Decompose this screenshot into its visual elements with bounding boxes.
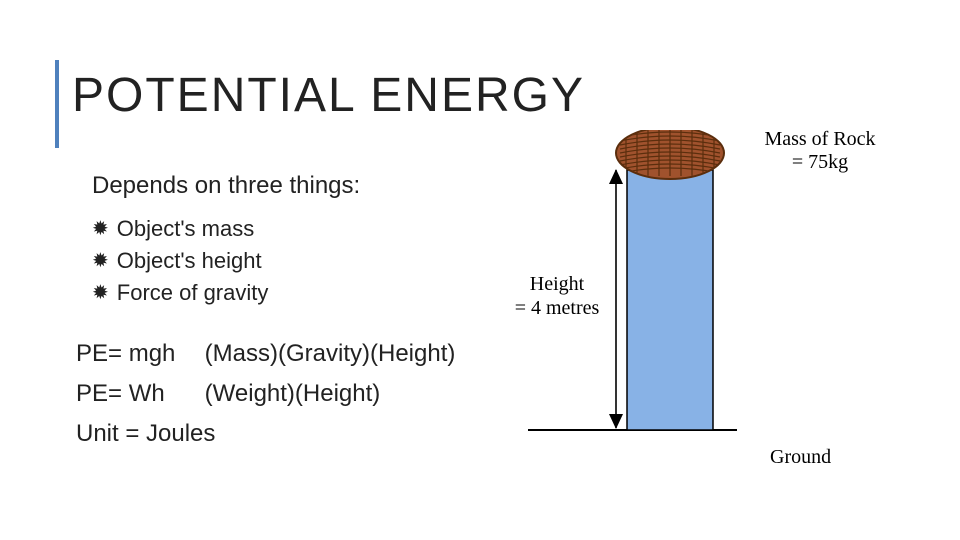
formula-block: PE= mgh (Mass)(Gravity)(Height) PE= Wh (…	[76, 340, 455, 448]
bullet-text: Object's mass	[117, 216, 254, 242]
list-item: ✹ Object's height	[92, 248, 268, 274]
title-accent-bar	[55, 60, 59, 148]
rock-mass-line2: = 75kg	[740, 151, 900, 174]
list-item: ✹ Object's mass	[92, 216, 268, 242]
rock-mass-line1: Mass of Rock	[740, 128, 900, 151]
formula-row: PE= mgh (Mass)(Gravity)(Height)	[76, 340, 455, 368]
bullet-icon: ✹	[92, 251, 109, 271]
bullet-text: Force of gravity	[117, 280, 269, 306]
unit-row: Unit = Joules	[76, 420, 455, 448]
slide-subtitle: Depends on three things:	[92, 172, 360, 200]
formula-row: PE= Wh (Weight)(Height)	[76, 380, 455, 408]
bullet-list: ✹ Object's mass ✹ Object's height ✹ Forc…	[92, 216, 268, 312]
formula-lhs: PE= Wh	[76, 380, 198, 408]
bullet-text: Object's height	[117, 248, 262, 274]
formula-rhs: (Mass)(Gravity)(Height)	[205, 340, 456, 367]
bullet-icon: ✹	[92, 219, 109, 239]
diagram-svg	[522, 130, 742, 450]
rock-mass-label: Mass of Rock = 75kg	[740, 128, 900, 174]
bullet-icon: ✹	[92, 283, 109, 303]
formula-lhs: PE= mgh	[76, 340, 198, 368]
pe-diagram	[522, 130, 742, 450]
formula-rhs: (Weight)(Height)	[205, 380, 381, 407]
slide-title: POTENTIAL ENERGY	[72, 68, 585, 123]
list-item: ✹ Force of gravity	[92, 280, 268, 306]
ground-label: Ground	[770, 446, 831, 469]
